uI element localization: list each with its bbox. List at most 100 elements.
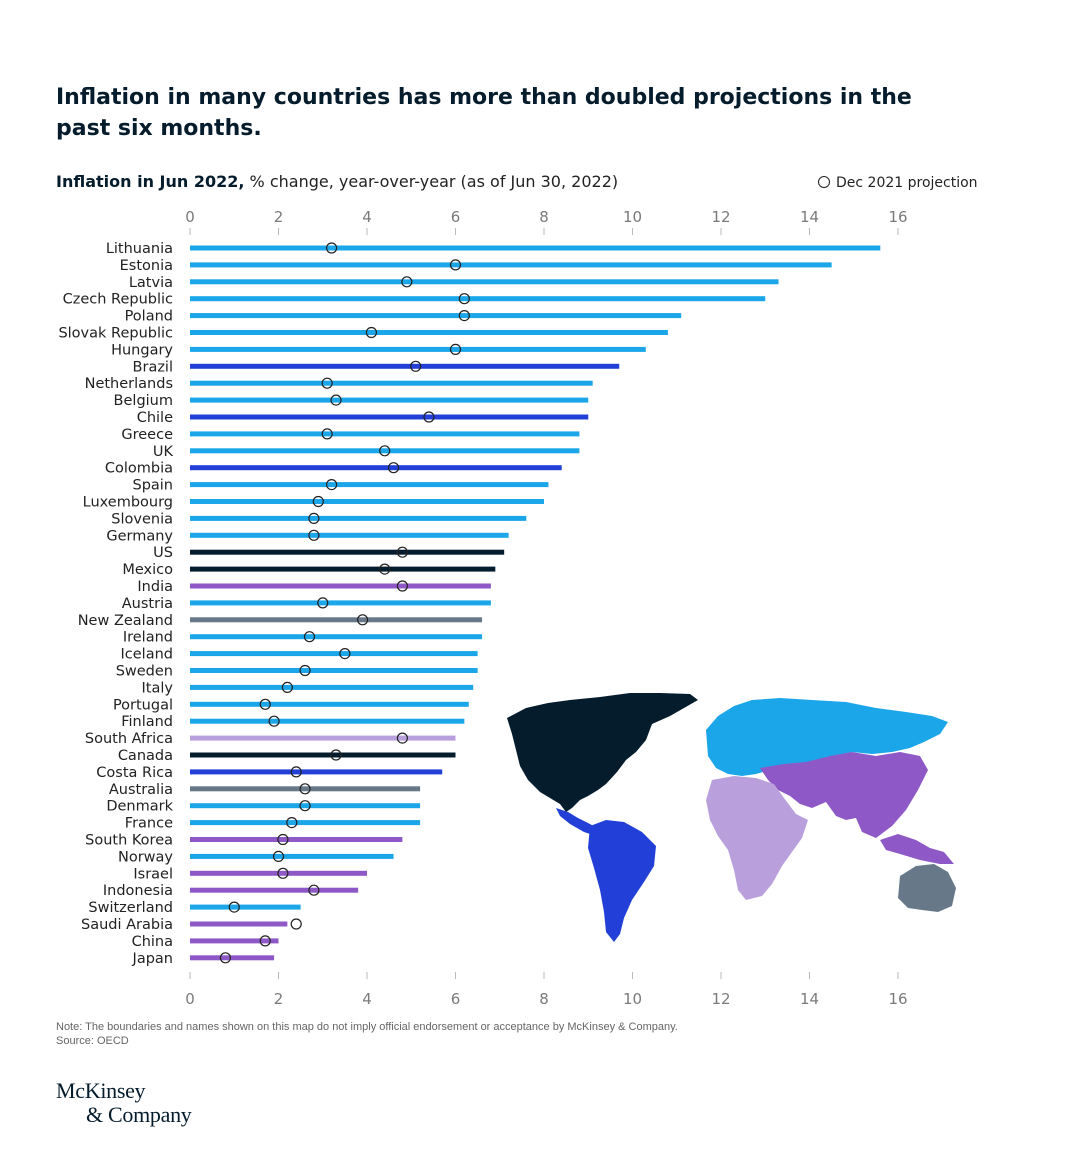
x-tick-label-bottom: 16 [888,990,907,1008]
projection-marker [326,242,338,254]
subtitle-bold: Inflation in Jun 2022, [56,172,245,191]
bar [190,296,766,302]
bar [190,769,443,775]
projection-marker [339,648,351,660]
category-label: Slovenia [111,511,173,527]
bar [190,651,478,657]
note-text: Note: The boundaries and names shown on … [56,1021,678,1033]
category-label: China [132,934,173,950]
projection-marker [458,293,470,305]
bar [190,499,544,504]
category-label: Greece [121,427,173,443]
projection-marker [356,614,369,626]
bar [190,820,421,826]
projection-marker [308,529,320,541]
projection-marker [277,867,289,879]
projection-marker [449,259,462,271]
category-label: Ireland [123,630,173,646]
projection-marker [321,428,333,440]
x-tick-label-top: 12 [711,208,730,226]
bar [190,414,589,420]
projection-marker [330,749,342,761]
category-label: South Africa [85,731,173,747]
category-label: Spain [132,478,173,494]
projection-marker [321,377,333,389]
category-label: Saudi Arabia [81,917,173,933]
bar [190,465,562,471]
bar [190,380,593,386]
projection-marker [387,462,400,474]
category-label: Slovak Republic [58,326,173,342]
category-label: Mexico [122,562,173,578]
x-axis-bottom: 0 2 4 6 8 10 12 14 16 [185,972,908,1008]
bar [190,313,682,319]
bar [190,583,491,589]
x-tick-label-bottom: 0 [185,990,195,1008]
x-tick-label-top: 10 [623,208,642,226]
bar [190,735,456,741]
category-label: Australia [109,782,173,798]
bar [190,904,301,910]
source-text: Source: OECD [56,1035,129,1047]
category-label: Luxembourg [83,495,173,511]
x-tick-label-bottom: 4 [362,990,372,1008]
projection-marker [290,918,302,930]
x-axis-top: 0 2 4 6 8 10 12 14 16 [185,208,908,235]
category-label: Israel [133,866,173,882]
projection-marker [423,411,435,423]
bar [190,482,549,488]
projection-marker [299,664,311,677]
projection-marker [277,833,289,846]
x-tick-label-top: 8 [539,208,549,226]
bar [190,938,279,944]
bar [190,346,646,352]
projection-marker [299,783,311,795]
projection-marker [299,800,311,812]
category-label: Italy [142,680,174,696]
subtitle-rest: % change, year-over-year (as of Jun 30, … [244,172,619,191]
bar [190,566,496,572]
category-label: Denmark [106,799,173,815]
inflation-bar-chart: 0 2 4 6 8 10 12 14 16 0 2 4 6 8 10 12 14 16 LithuaniaEst… [58,208,956,1008]
category-label: Estonia [120,258,173,274]
projection-marker [401,276,413,288]
bar [190,448,580,454]
category-label: India [137,579,173,595]
category-label: Indonesia [103,883,173,899]
bar [190,684,474,690]
category-label: Japan [132,951,173,967]
x-tick-label-bottom: 6 [451,990,461,1008]
projection-markers [219,242,470,964]
projection-marker [410,360,422,372]
map-central-america [556,808,600,836]
bar [190,262,832,268]
x-tick-label-top: 16 [888,208,907,226]
category-label: Austria [122,596,173,612]
projection-marker [272,850,285,863]
projection-marker [458,309,470,322]
bar [190,701,469,707]
projection-marker [312,495,324,508]
category-label: Czech Republic [63,292,173,308]
x-tick-label-top: 4 [362,208,372,226]
bar [190,330,668,335]
map-europe-russia [706,698,948,776]
projection-marker [396,732,408,744]
x-tick-label-bottom: 12 [711,990,730,1008]
bar [190,887,359,893]
category-label: Colombia [105,461,173,477]
legend-label: Dec 2021 projection [836,175,978,191]
bar [190,921,288,927]
bar [190,955,275,961]
logo-line-2: & Company [86,1102,192,1127]
bar [190,853,394,859]
projection-marker [259,935,271,947]
bar [190,515,527,521]
projection-marker [379,445,391,457]
projection-marker [219,952,231,964]
category-label: UK [153,444,174,460]
category-label: Belgium [114,393,173,409]
projection-marker [317,597,329,609]
bar [190,668,478,673]
bar [190,718,465,724]
